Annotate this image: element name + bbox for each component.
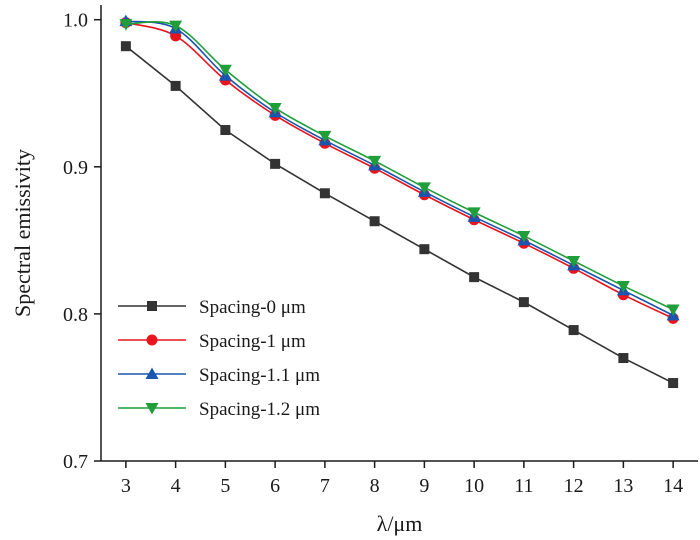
data-point <box>668 378 679 389</box>
legend-marker <box>145 367 159 379</box>
data-point <box>220 125 231 136</box>
x-tick-label: 3 <box>121 475 131 497</box>
x-tick-label: 6 <box>270 475 280 497</box>
legend-label: Spacing-1 μm <box>199 331 306 352</box>
series-0 <box>120 41 679 389</box>
series-layer <box>119 14 680 389</box>
x-tick-label: 14 <box>663 475 683 497</box>
legend-item: Spacing-1.1 μm <box>118 365 320 386</box>
legend: Spacing-0 μm Spacing-1 μm Spacing-1.1 μm Sp… <box>118 297 320 420</box>
series-line <box>125 21 674 311</box>
data-point <box>467 207 481 219</box>
series-3 <box>119 19 680 316</box>
legend-label: Spacing-1.2 μm <box>199 399 320 420</box>
x-tick-label: 11 <box>514 475 533 497</box>
data-point <box>120 41 131 52</box>
x-tick-label: 12 <box>564 475 584 497</box>
legend-marker <box>147 301 157 311</box>
legend-item: Spacing-1.2 μm <box>118 399 320 420</box>
y-axis-title: Spectral emissivity <box>10 149 35 317</box>
data-point <box>518 297 529 308</box>
y-tick-label: 0.9 <box>63 157 88 179</box>
x-tick-label: 5 <box>220 475 230 497</box>
x-tick-label: 10 <box>464 475 484 497</box>
data-point <box>417 182 431 194</box>
data-point <box>270 158 281 169</box>
series-line <box>125 20 674 317</box>
axes: 3 4 5 6 7 8 9 10 11 12 13 14 0.7 0.8 0.9 1.0 <box>63 5 698 497</box>
data-point <box>319 188 330 199</box>
legend-item: Spacing-0 μm <box>118 297 306 318</box>
data-point <box>567 255 581 268</box>
data-point <box>517 230 531 243</box>
x-axis-title: λ/μm <box>377 511 423 536</box>
data-point <box>169 20 183 33</box>
data-point <box>170 80 181 91</box>
legend-label: Spacing-0 μm <box>199 297 306 318</box>
y-tick-label: 0.8 <box>63 304 88 326</box>
data-point <box>469 272 480 283</box>
y-tick-label: 1.0 <box>63 10 88 32</box>
x-tick-label: 9 <box>419 475 429 497</box>
data-point <box>369 216 380 227</box>
data-point <box>618 353 629 364</box>
data-point <box>368 155 382 168</box>
x-tick-label: 8 <box>370 475 380 497</box>
data-point <box>218 64 232 77</box>
data-point <box>568 325 579 336</box>
data-point <box>616 280 630 293</box>
data-point <box>318 130 332 143</box>
legend-label: Spacing-1.1 μm <box>199 365 320 386</box>
x-tick-label: 4 <box>171 475 181 497</box>
data-point <box>666 304 680 316</box>
data-point <box>119 19 133 31</box>
series-1 <box>120 17 679 324</box>
legend-marker <box>145 403 159 415</box>
x-tick-label: 13 <box>613 475 633 497</box>
legend-marker <box>146 334 158 346</box>
y-tick-label: 0.7 <box>63 451 88 473</box>
legend-item: Spacing-1 μm <box>118 331 306 352</box>
x-tick-label: 7 <box>320 475 330 497</box>
data-point <box>419 244 430 255</box>
series-line <box>125 45 674 384</box>
data-point <box>268 102 282 115</box>
